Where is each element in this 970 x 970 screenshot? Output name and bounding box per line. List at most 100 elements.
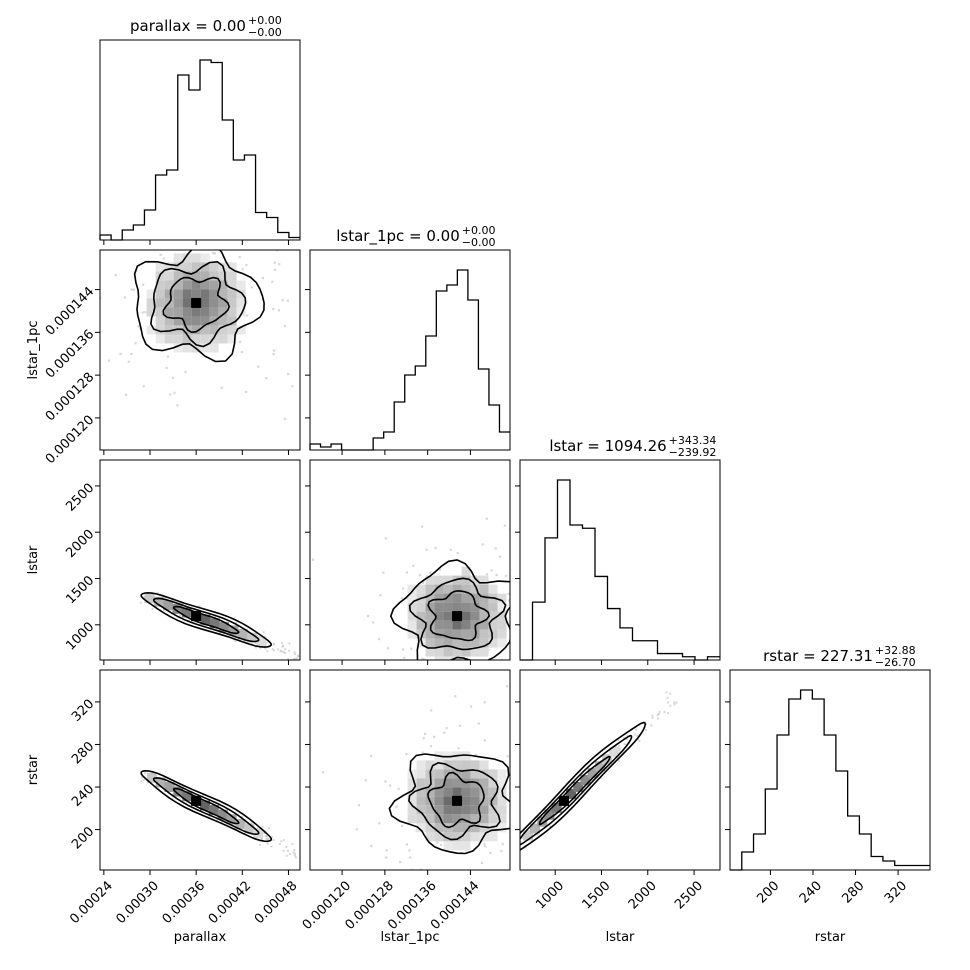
sample-point: [538, 636, 540, 638]
sample-point: [651, 716, 654, 719]
density-cell: [416, 602, 426, 612]
density-cell: [217, 809, 228, 820]
density-peak: [191, 297, 202, 308]
density-cell: [470, 611, 480, 621]
density-cell: [488, 769, 498, 779]
sample-point: [657, 713, 660, 716]
density-peak: [452, 611, 463, 622]
sample-point: [512, 845, 514, 847]
density-cell: [452, 769, 462, 779]
density-cell: [182, 253, 192, 263]
sample-point: [287, 372, 290, 376]
density-cell: [407, 602, 417, 612]
contour: [150, 260, 247, 348]
sample-point: [433, 735, 436, 739]
sample-point: [429, 745, 433, 748]
density-cell: [191, 253, 201, 263]
sample-point: [449, 548, 452, 551]
contour: [140, 591, 273, 648]
sample-point: [498, 555, 502, 558]
density-cell: [200, 334, 210, 344]
sample-point: [291, 843, 294, 846]
density-cell: [416, 611, 426, 621]
y-tick-label: 1000: [63, 620, 97, 654]
x-tick-label: 0.00042: [206, 878, 255, 927]
density-cell: [208, 805, 219, 816]
density-cell: [488, 638, 498, 648]
sample-point: [282, 839, 285, 842]
density-cell: [173, 298, 183, 308]
density-cell: [425, 611, 435, 621]
sample-point: [651, 714, 654, 717]
sample-point: [421, 657, 424, 660]
density-cell: [425, 760, 435, 770]
sample-point: [409, 856, 412, 859]
y-tick-label: 2000: [63, 527, 97, 561]
density-cell: [434, 602, 444, 612]
density-cell: [452, 647, 462, 657]
contour: [388, 753, 510, 855]
sample-point: [506, 755, 509, 758]
sample-point: [505, 685, 509, 688]
sample-point: [284, 417, 287, 420]
sample-point: [401, 824, 404, 827]
density-cell: [551, 802, 562, 813]
density-cell: [164, 271, 174, 281]
density-cell: [172, 603, 183, 614]
sample-point: [540, 614, 542, 616]
density-cell: [191, 271, 201, 281]
sample-point: [506, 854, 508, 856]
sample-point: [370, 844, 373, 848]
panel-frame-lstar-lstar: [519, 459, 721, 661]
sample-point: [243, 640, 246, 643]
density-cell: [146, 772, 157, 783]
density-cell: [416, 787, 426, 797]
sample-point: [391, 688, 393, 690]
sample-point: [502, 687, 504, 689]
density-cell: [164, 280, 174, 290]
density-cell: [461, 566, 471, 576]
sample-point: [530, 811, 532, 813]
sample-point: [108, 359, 111, 362]
density-cell: [443, 593, 453, 603]
contour: [427, 590, 491, 642]
density-cell: [479, 760, 489, 770]
density-cell: [144, 593, 155, 604]
sample-point: [391, 895, 393, 897]
sample-point: [617, 759, 620, 762]
sample-point: [254, 646, 257, 649]
sample-point: [197, 235, 199, 237]
density-cell: [227, 289, 237, 299]
sample-point: [485, 517, 488, 520]
sample-point: [456, 666, 458, 668]
sample-point: [433, 683, 435, 685]
density-cell: [452, 629, 462, 639]
sample-point: [214, 217, 216, 219]
density-cell: [461, 823, 471, 833]
sample-point: [124, 393, 128, 396]
sample-point: [505, 896, 507, 898]
sample-point: [272, 838, 275, 841]
density-cell: [416, 769, 426, 779]
density-cell: [407, 611, 417, 621]
sample-point: [119, 352, 122, 356]
sample-point: [483, 842, 486, 846]
sample-point: [423, 658, 426, 660]
density-cell: [218, 334, 228, 344]
sample-point: [626, 734, 629, 737]
density-cell: [461, 620, 471, 630]
density-cell: [416, 760, 426, 770]
sample-point: [657, 717, 660, 720]
sample-point: [144, 772, 147, 775]
density-cell: [479, 593, 489, 603]
sample-point: [410, 868, 413, 870]
density-peak: [558, 795, 569, 806]
density-cell: [173, 334, 183, 344]
density-cell: [470, 602, 480, 612]
sample-point: [355, 828, 358, 831]
sample-point: [673, 703, 676, 706]
sample-point: [477, 722, 480, 725]
sample-point: [213, 252, 216, 255]
density-cell: [470, 787, 480, 797]
sample-point: [267, 837, 270, 840]
